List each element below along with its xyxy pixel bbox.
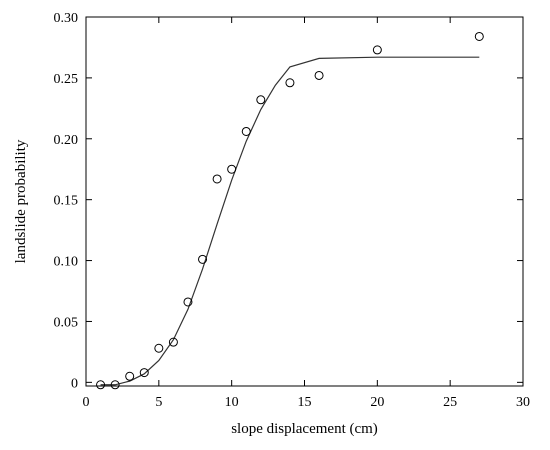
data-point <box>285 78 295 88</box>
data-point <box>314 70 324 80</box>
x-tick-label: 10 <box>225 395 239 410</box>
data-point <box>96 380 106 390</box>
x-tick-labels: 0 5 10 15 20 25 30 <box>83 395 531 410</box>
data-point <box>154 343 164 353</box>
y-tick-labels: 0 0.05 0.10 0.15 0.20 0.25 0.30 <box>54 11 79 391</box>
y-axis-label: landslide probability <box>13 139 29 263</box>
data-point <box>168 337 178 347</box>
y-tick-label: 0.25 <box>54 72 79 87</box>
y-tick-label: 0 <box>71 376 78 391</box>
data-point <box>241 126 251 136</box>
data-point <box>227 164 237 174</box>
data-point <box>125 371 135 381</box>
x-tick-label: 25 <box>443 395 457 410</box>
y-tick-label: 0.20 <box>54 133 79 148</box>
x-tick-label: 5 <box>155 395 162 410</box>
data-point <box>183 297 193 307</box>
y-tick-label: 0.15 <box>54 194 79 209</box>
x-tick-label: 15 <box>298 395 312 410</box>
x-tick-label: 30 <box>516 395 530 410</box>
data-point <box>256 95 266 105</box>
x-tick-label: 0 <box>83 395 90 410</box>
x-axis-label: slope displacement (cm) <box>231 421 378 437</box>
data-point <box>474 31 484 41</box>
x-tick-label: 20 <box>370 395 384 410</box>
data-point <box>212 174 222 184</box>
y-tick-label: 0.10 <box>54 255 79 270</box>
y-tick-label: 0.05 <box>54 315 79 330</box>
y-tick-label: 0.30 <box>54 11 79 26</box>
data-points <box>96 31 484 390</box>
axis-ticks <box>85 16 524 386</box>
data-point <box>372 45 382 55</box>
data-point <box>139 368 149 378</box>
data-point <box>110 380 120 390</box>
data-point <box>198 254 208 264</box>
fitted-curve <box>100 56 480 386</box>
plot-frame <box>85 16 524 387</box>
